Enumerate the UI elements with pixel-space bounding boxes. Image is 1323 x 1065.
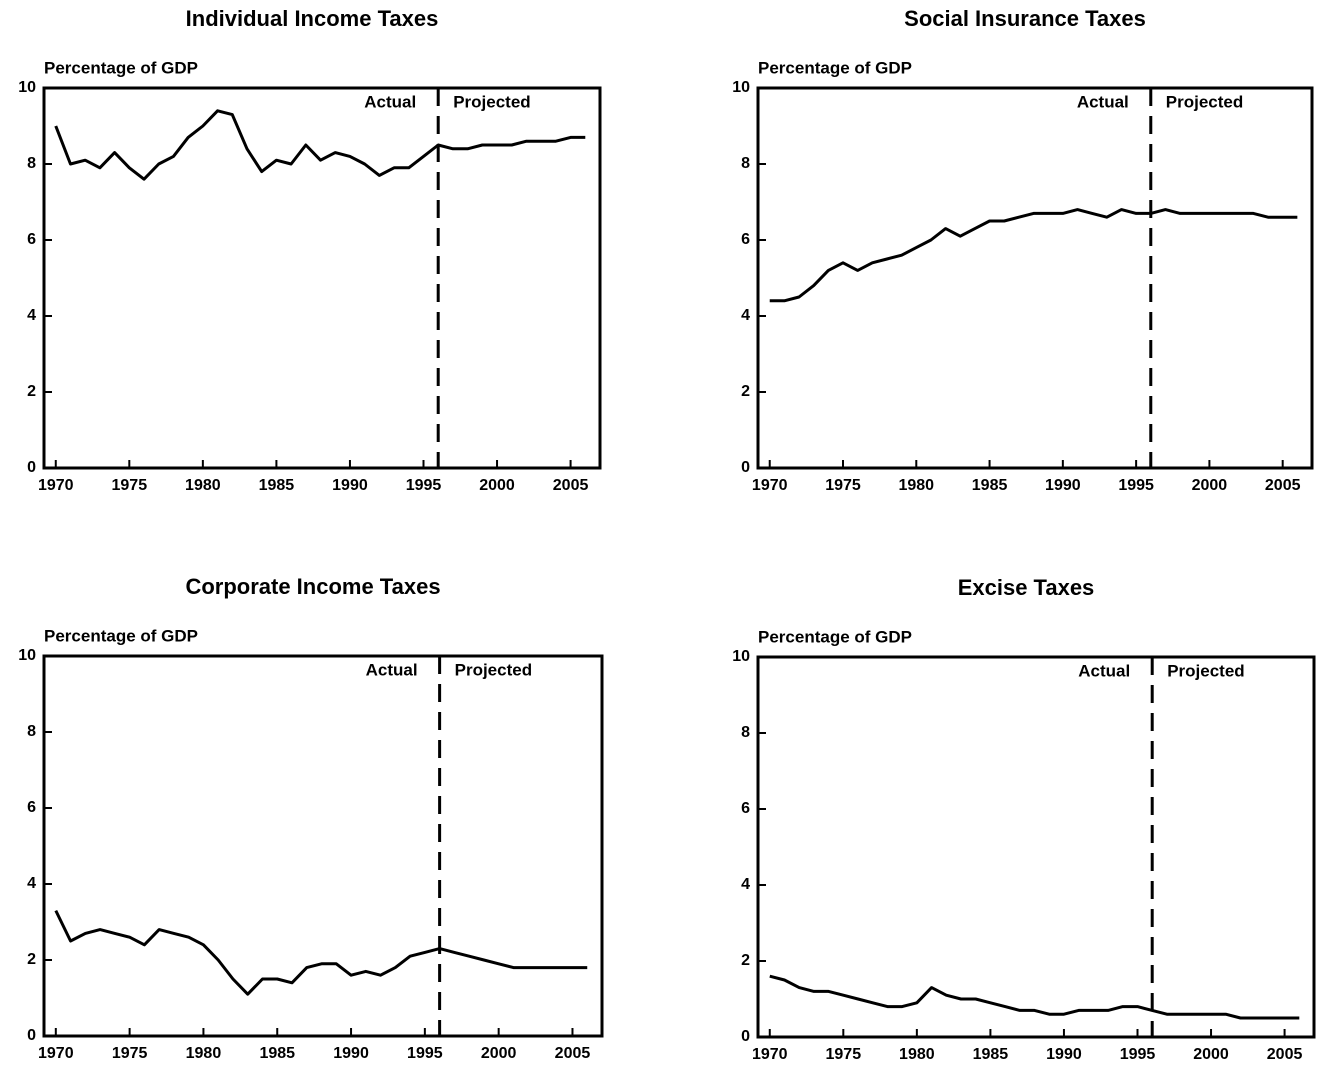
data-line (54, 109, 586, 181)
annotation: Actual (1077, 92, 1129, 111)
y-tick-label: 0 (741, 1028, 750, 1045)
x-tick-label: 2005 (555, 1045, 591, 1062)
annotation: Projected (455, 660, 532, 679)
x-tick-label: 1985 (259, 477, 295, 494)
data-line (54, 909, 588, 996)
x-tick-label: 1980 (898, 477, 934, 494)
plot-frame (42, 86, 602, 470)
plot-frame (756, 655, 1316, 1039)
x-tick-label: 1975 (826, 1046, 862, 1063)
y-tick-label: 0 (741, 459, 750, 476)
y-tick-label: 4 (741, 307, 750, 324)
x-tick-label: 1975 (112, 477, 148, 494)
annotation: Projected (1167, 661, 1244, 680)
y-axis-label: Percentage of GDP (44, 58, 198, 77)
y-tick-label: 6 (741, 231, 750, 248)
x-tick-label: 1970 (752, 477, 788, 494)
y-axis-label: Percentage of GDP (44, 626, 198, 645)
annotation: Projected (1166, 92, 1243, 111)
y-tick-label: 10 (18, 647, 36, 664)
y-tick-label: 6 (27, 231, 36, 248)
x-tick-label: 1995 (1120, 1046, 1156, 1063)
annotation: Actual (366, 660, 418, 679)
x-tick-label: 1990 (333, 1045, 369, 1062)
x-tick-label: 1980 (899, 1046, 935, 1063)
x-tick-label: 1975 (825, 477, 861, 494)
y-tick-label: 8 (27, 723, 36, 740)
x-tick-label: 1975 (112, 1045, 148, 1062)
chart-title: Excise Taxes (958, 575, 1095, 600)
x-tick-label: 1985 (972, 477, 1008, 494)
y-tick-label: 10 (18, 79, 36, 96)
x-tick-label: 1985 (973, 1046, 1009, 1063)
y-tick-label: 4 (27, 875, 36, 892)
chart-panel: Corporate Income Taxes Percentage of GDP 0… (18, 574, 604, 1062)
y-tick-label: 4 (741, 876, 750, 893)
y-axis-label: Percentage of GDP (758, 58, 912, 77)
chart-title: Individual Income Taxes (186, 6, 439, 31)
y-tick-label: 10 (732, 79, 750, 96)
annotation: Actual (1078, 661, 1130, 680)
plot-frame (42, 654, 604, 1038)
chart-title: Corporate Income Taxes (185, 574, 440, 599)
x-tick-label: 2000 (1193, 1046, 1229, 1063)
x-tick-label: 2005 (1265, 477, 1301, 494)
x-tick-label: 2000 (481, 1045, 517, 1062)
x-tick-label: 2005 (553, 477, 589, 494)
y-tick-label: 4 (27, 307, 36, 324)
annotation: Actual (364, 92, 416, 111)
x-tick-label: 1990 (1045, 477, 1081, 494)
y-tick-label: 8 (27, 155, 36, 172)
plot-frame (756, 86, 1314, 470)
x-tick-label: 1995 (407, 1045, 443, 1062)
y-tick-label: 8 (741, 155, 750, 172)
y-tick-label: 10 (732, 648, 750, 665)
x-tick-label: 1970 (38, 1045, 74, 1062)
chart-title: Social Insurance Taxes (904, 6, 1146, 31)
x-tick-label: 1995 (1118, 477, 1154, 494)
chart-panel: Excise Taxes Percentage of GDP 0 2 4 6 8 10 1970… (732, 575, 1316, 1063)
y-tick-label: 8 (741, 724, 750, 741)
annotation: Projected (453, 92, 530, 111)
data-line (769, 974, 1300, 1020)
data-line (769, 208, 1298, 303)
x-tick-label: 1990 (1046, 1046, 1082, 1063)
x-tick-label: 1970 (752, 1046, 788, 1063)
y-tick-label: 2 (741, 952, 750, 969)
y-tick-label: 6 (27, 799, 36, 816)
x-tick-label: 2005 (1267, 1046, 1303, 1063)
chart-panel: Social Insurance Taxes Percentage of GDP 0… (732, 6, 1314, 494)
y-tick-label: 2 (741, 383, 750, 400)
chart-panel: Individual Income Taxes Percentage of GDP… (18, 6, 602, 494)
x-tick-label: 1980 (185, 477, 221, 494)
x-tick-label: 2000 (1192, 477, 1228, 494)
y-tick-label: 6 (741, 800, 750, 817)
x-tick-label: 2000 (479, 477, 515, 494)
y-tick-label: 2 (27, 383, 36, 400)
x-tick-label: 1970 (38, 477, 74, 494)
y-axis-label: Percentage of GDP (758, 627, 912, 646)
y-tick-label: 0 (27, 459, 36, 476)
x-tick-label: 1990 (332, 477, 368, 494)
y-tick-label: 2 (27, 951, 36, 968)
x-tick-label: 1980 (186, 1045, 222, 1062)
x-tick-label: 1985 (259, 1045, 295, 1062)
x-tick-label: 1995 (406, 477, 442, 494)
y-tick-label: 0 (27, 1027, 36, 1044)
